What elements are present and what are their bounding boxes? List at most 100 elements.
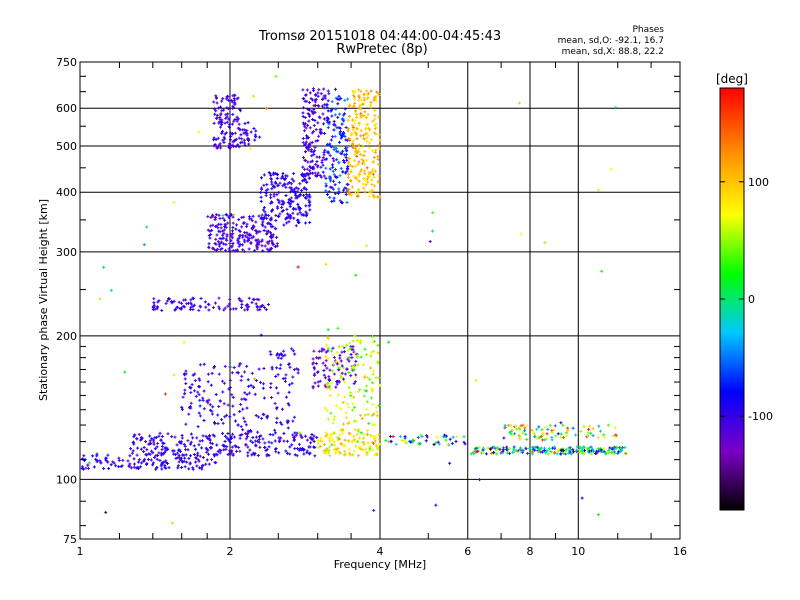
echo-point bbox=[351, 345, 355, 349]
echo-point bbox=[307, 193, 311, 197]
echo-point bbox=[238, 242, 242, 246]
echo-point bbox=[238, 433, 242, 437]
echo-point bbox=[366, 429, 370, 433]
echo-point bbox=[284, 185, 288, 189]
echo-point bbox=[245, 235, 249, 239]
echo-point bbox=[264, 194, 268, 198]
echo-point bbox=[353, 351, 357, 355]
echo-point bbox=[191, 307, 195, 311]
echo-point bbox=[209, 224, 213, 228]
echo-point bbox=[265, 415, 269, 419]
echo-point bbox=[154, 435, 158, 439]
echo-point bbox=[354, 440, 358, 444]
echo-point bbox=[264, 212, 268, 216]
echo-point bbox=[370, 414, 374, 418]
echo-point bbox=[280, 407, 284, 411]
echo-point bbox=[197, 411, 201, 415]
echo-point bbox=[296, 202, 300, 206]
echo-point bbox=[196, 390, 200, 394]
echo-point bbox=[246, 451, 250, 455]
echo-point bbox=[362, 436, 366, 440]
echo-point bbox=[202, 389, 206, 393]
echo-point bbox=[319, 165, 323, 169]
echo-point bbox=[173, 453, 177, 457]
echo-point bbox=[178, 440, 182, 444]
echo-point bbox=[259, 199, 263, 203]
echo-point bbox=[250, 453, 254, 457]
echo-point bbox=[192, 453, 196, 457]
echo-point bbox=[323, 148, 327, 152]
echo-point bbox=[270, 396, 274, 400]
echo-point bbox=[342, 422, 346, 426]
echo-point bbox=[180, 405, 184, 409]
echo-point bbox=[332, 372, 336, 376]
echo-point bbox=[281, 377, 285, 381]
echo-point bbox=[205, 436, 209, 440]
echo-point bbox=[280, 174, 284, 178]
echo-point bbox=[214, 393, 218, 397]
echo-point bbox=[360, 416, 364, 420]
echo-point bbox=[349, 352, 353, 356]
echo-point bbox=[185, 460, 189, 464]
echo-point bbox=[259, 195, 263, 199]
echo-point bbox=[311, 118, 315, 122]
echo-point bbox=[189, 442, 193, 446]
echo-point bbox=[230, 393, 234, 397]
echo-point bbox=[348, 341, 352, 345]
echo-point bbox=[277, 440, 281, 444]
echo-point bbox=[197, 393, 201, 397]
echo-point bbox=[327, 436, 331, 440]
echo-point bbox=[302, 213, 306, 217]
echo-point bbox=[212, 247, 216, 251]
echo-point bbox=[376, 351, 380, 355]
echo-point bbox=[198, 404, 202, 408]
echo-point bbox=[232, 413, 236, 417]
echo-point bbox=[266, 303, 270, 307]
echo-point bbox=[208, 437, 212, 441]
echo-point bbox=[151, 451, 155, 455]
echo-point bbox=[216, 240, 220, 244]
echo-point bbox=[366, 412, 370, 416]
echo-point bbox=[336, 393, 340, 397]
echo-point bbox=[282, 439, 286, 443]
echo-point bbox=[349, 392, 353, 396]
echo-point bbox=[337, 449, 341, 453]
echo-point bbox=[377, 404, 381, 408]
echo-point bbox=[264, 308, 268, 312]
echo-point bbox=[339, 442, 343, 446]
echo-point bbox=[312, 373, 316, 377]
echo-point bbox=[164, 302, 168, 306]
echo-point bbox=[239, 402, 243, 406]
echo-point bbox=[222, 444, 226, 448]
echo-point bbox=[292, 415, 296, 419]
echo-point bbox=[198, 363, 202, 367]
echo-point bbox=[318, 356, 322, 360]
echo-point bbox=[217, 213, 221, 217]
echo-point bbox=[363, 375, 367, 379]
echo-point bbox=[291, 419, 295, 423]
echo-point bbox=[307, 445, 311, 449]
echo-point bbox=[315, 155, 319, 159]
echo-point bbox=[207, 233, 211, 237]
echo-point bbox=[231, 241, 235, 245]
echo-point bbox=[157, 451, 161, 455]
echo-point bbox=[194, 394, 198, 398]
echo-point bbox=[181, 460, 185, 464]
echo-point bbox=[333, 415, 337, 419]
echo-point bbox=[147, 452, 151, 456]
echo-point bbox=[193, 379, 197, 383]
echo-point bbox=[269, 177, 273, 181]
echo-point bbox=[351, 408, 355, 412]
echo-point bbox=[239, 425, 243, 429]
echo-point bbox=[276, 356, 280, 360]
echo-point bbox=[371, 448, 375, 452]
echo-point bbox=[275, 235, 279, 239]
echo-point bbox=[267, 229, 271, 233]
echo-point bbox=[192, 297, 196, 301]
echo-point bbox=[355, 354, 359, 358]
echo-point bbox=[267, 440, 271, 444]
echo-point bbox=[351, 402, 355, 406]
echo-point bbox=[269, 382, 273, 386]
echo-point bbox=[371, 349, 375, 353]
echo-point bbox=[327, 375, 331, 379]
